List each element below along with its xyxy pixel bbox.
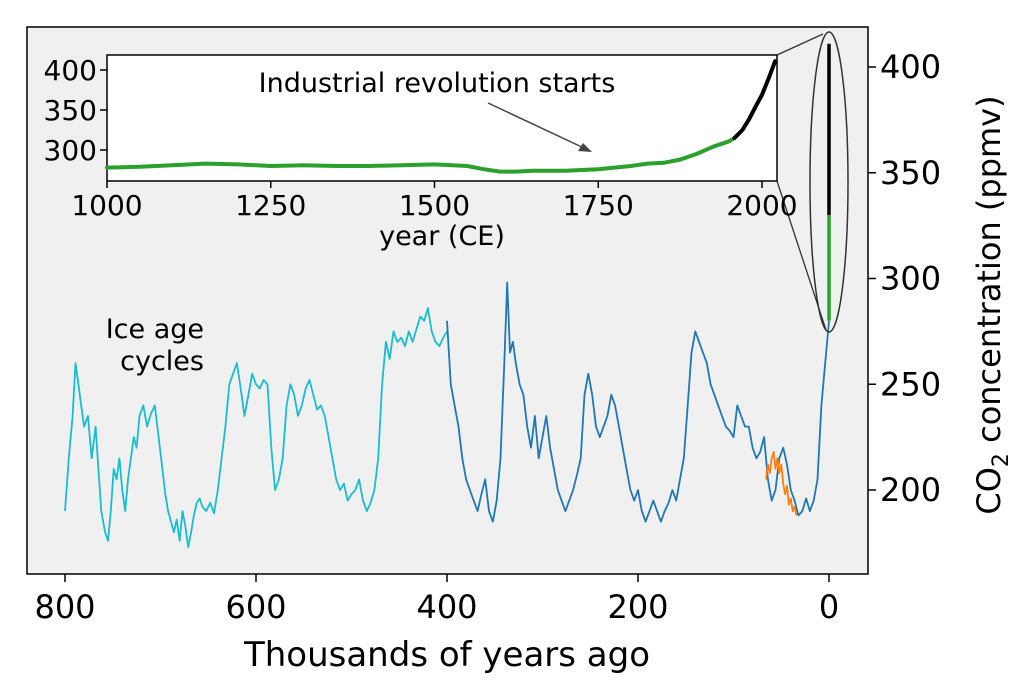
main-y-tick-label: 400 [880,48,941,86]
main-x-axis-label: Thousands of years ago [243,635,650,675]
zoom-connector-top [776,33,824,56]
inset-series-modern-co2 [732,59,778,140]
main-x-tick-label: 400 [416,588,477,626]
industrial-revolution-arrow-shaft [487,102,587,150]
ylabel-subscript: 2 [989,453,1014,467]
zoom-connector-bottom [776,180,827,331]
inset-x-tick-label: 1250 [235,189,306,222]
zoom-ellipse [809,31,849,333]
inset-plot-area [106,54,778,182]
main-x-tick-label: 800 [34,588,95,626]
inset-x-tick-label: 1000 [71,189,142,222]
main-y-tick-label: 250 [880,365,941,403]
main-y-axis-label: CO2 concentration (ppmv) [970,95,1014,514]
inset-y-tick-label: 350 [44,94,97,127]
industrial-revolution-arrow-head [578,143,592,152]
inset-series-pre-industrial-co2 [105,136,737,174]
main-y-tick-label: 350 [880,154,941,192]
inset-series-group [105,59,778,174]
main-series-ice-core-co2-older [64,307,448,548]
industrial-revolution-annotation: Industrial revolution starts [259,68,616,99]
main-x-tick-label: 200 [607,588,668,626]
inset-y-tick-label: 300 [44,134,97,167]
inset-x-tick-label: 1500 [399,189,470,222]
inset-y-tick-label: 400 [44,54,97,87]
main-series-group [64,43,831,548]
ice-age-annotation-line2: cycles [120,346,204,377]
main-y-tick-label: 200 [880,471,941,509]
inset-x-ticks: 1000 1250 1500 1750 2000 [71,181,798,222]
main-x-tick-label: 0 [819,588,839,626]
main-x-ticks: 800 600 400 200 0 [34,574,839,626]
inset-y-ticks: 300 350 400 [44,54,107,167]
inset-x-tick-label: 1750 [563,189,634,222]
inset-x-tick-label: 2000 [726,189,797,222]
main-y-tick-label: 300 [880,260,941,298]
ylabel-suffix: concentration (ppmv) [970,95,1008,453]
main-x-tick-label: 600 [225,588,286,626]
ice-age-annotation-line1: Ice age [106,314,204,345]
main-series-other-record [765,450,798,516]
main-y-ticks: 200 250 300 350 400 [868,48,941,509]
inset-x-axis-label: year (CE) [379,221,505,252]
main-series-ice-core-co2-recent [446,281,830,523]
ylabel-prefix: CO [970,467,1008,515]
